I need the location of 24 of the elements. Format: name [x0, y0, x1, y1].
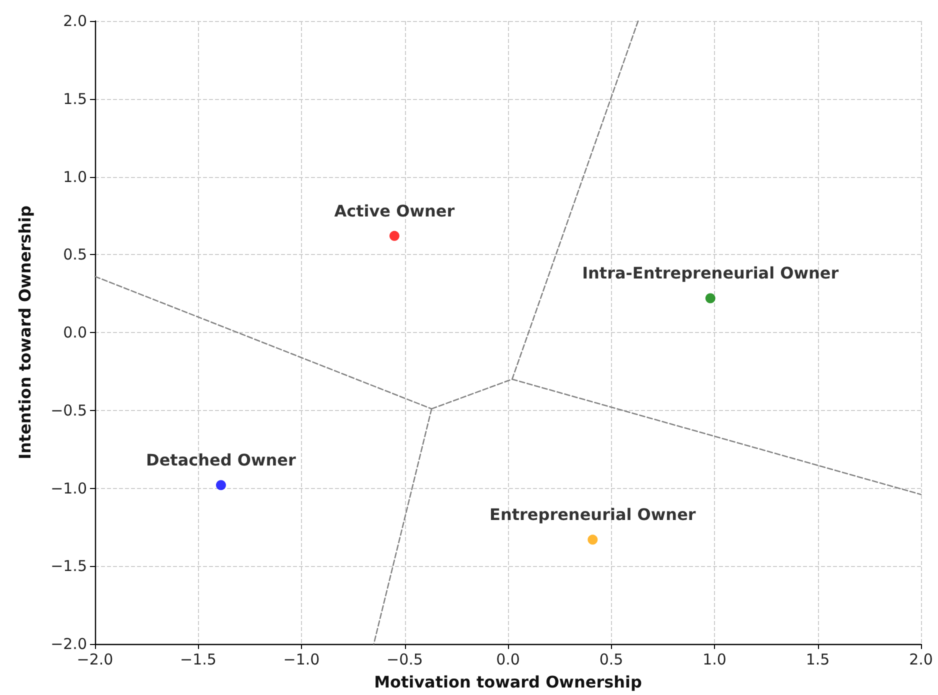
series-label: Active Owner [334, 201, 455, 220]
x-tick-label: −2.0 [76, 650, 114, 668]
y-axis-title: Intention toward Ownership [16, 206, 34, 460]
x-tick-label: −0.5 [386, 650, 423, 668]
x-tick-label: −1.5 [180, 650, 216, 668]
y-tick-label: −0.5 [50, 401, 87, 420]
y-tick-label: 2.0 [63, 12, 87, 30]
y-tick-label: 0.0 [63, 324, 87, 342]
y-tick-label: 1.5 [63, 90, 87, 108]
y-tick-label: −1.5 [50, 557, 87, 576]
x-axis-title: Motivation toward Ownership [374, 672, 642, 692]
x-tick-label: 0.5 [599, 650, 624, 668]
series-label: Entrepreneurial Owner [490, 505, 696, 524]
x-tick-label: −1.0 [283, 650, 320, 668]
y-tick-label: 1.0 [63, 168, 87, 186]
x-tick-label: 2.0 [909, 650, 933, 668]
series-label: Intra-Entrepreneurial Owner [582, 264, 839, 283]
y-tick-label: 0.5 [63, 246, 87, 264]
x-tick-label: 0.0 [496, 650, 520, 668]
series-label: Detached Owner [146, 450, 296, 470]
y-tick-label: −2.0 [50, 635, 87, 653]
x-tick-label: 1.0 [702, 650, 726, 668]
y-tick-label: −1.0 [50, 479, 87, 498]
x-tick-label: 1.5 [806, 650, 830, 668]
